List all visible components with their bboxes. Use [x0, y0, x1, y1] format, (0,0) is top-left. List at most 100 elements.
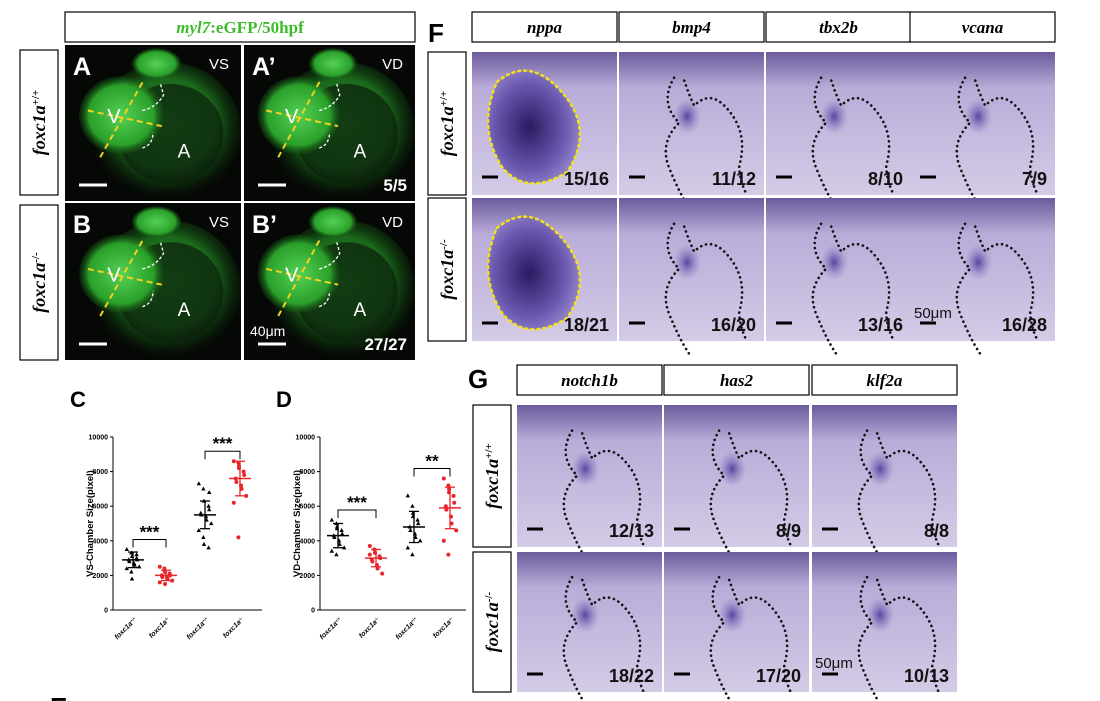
fluorescence-image: B VS V A — [65, 203, 241, 360]
data-point — [370, 559, 375, 564]
column-header: bmp4 — [672, 18, 711, 37]
ish-image: 16/28 — [910, 198, 1055, 356]
stained-heart — [488, 216, 580, 330]
significance-label: *** — [347, 493, 367, 512]
genotype: +/+ — [438, 91, 450, 107]
stain — [673, 244, 702, 281]
gene-name: foxc1a — [29, 105, 49, 155]
y-tick-label: 6000 — [299, 504, 315, 511]
genotype: +/+ — [200, 615, 208, 623]
ish-image: 16/20 — [619, 198, 764, 356]
panel-letter: D — [276, 387, 292, 412]
data-point — [244, 493, 249, 498]
ish-image: 15/16 — [472, 52, 617, 195]
data-point — [415, 517, 420, 522]
data-point — [207, 489, 212, 494]
canal-outline — [142, 82, 165, 149]
ish-image: 12/13 — [517, 405, 662, 562]
heart-outline — [486, 69, 582, 185]
column-header-box — [909, 11, 1056, 43]
view-label: VD — [382, 56, 403, 73]
embryo-count: 18/22 — [609, 666, 654, 686]
fluorescence-image: A’ VD V A 5/5 — [244, 45, 415, 201]
gene-name: foxc1a — [482, 602, 502, 652]
canal-outline — [811, 222, 896, 356]
data-point — [196, 528, 201, 533]
embryo-count: 5/5 — [383, 176, 407, 195]
genotype: +/+ — [409, 615, 417, 623]
data-point — [405, 545, 410, 550]
data-point — [209, 521, 214, 526]
ventricle-label: V — [107, 106, 121, 128]
data-group — [155, 564, 177, 587]
column-header: nppa — [527, 18, 562, 37]
significance-label: ** — [425, 452, 439, 471]
data-point — [405, 493, 410, 498]
atrium-label: A — [353, 141, 366, 162]
embryo-count: 12/13 — [609, 521, 654, 541]
data-point — [339, 528, 344, 533]
stained-heart — [488, 70, 580, 184]
column-header: has2 — [720, 371, 754, 390]
canal-outline — [562, 575, 647, 701]
y-tick-label: 0 — [311, 608, 315, 615]
data-point — [241, 469, 246, 474]
data-point — [234, 479, 239, 484]
row-label: foxc1a-/- — [29, 252, 49, 313]
column-header-box — [811, 364, 958, 396]
data-point — [446, 552, 451, 557]
y-tick-label: 8000 — [92, 469, 108, 476]
panel-letter: F — [428, 18, 444, 48]
data-point — [170, 578, 175, 583]
ish-image: 7/9 — [910, 52, 1055, 210]
view-label: VS — [209, 214, 229, 231]
row-label: foxc1a+/+ — [482, 443, 502, 509]
data-point — [206, 503, 211, 508]
canal-outline — [664, 76, 749, 210]
row-label-box — [427, 197, 467, 342]
embryo-count: 27/27 — [364, 335, 407, 354]
gene-name: foxc1a — [437, 106, 457, 156]
genotype: +/+ — [483, 443, 495, 459]
column-header: tbx2b — [819, 18, 858, 37]
row-label-box — [19, 49, 59, 196]
y-tick-label: 2000 — [299, 573, 315, 580]
data-point — [454, 528, 459, 533]
outflow-signal — [308, 206, 357, 238]
image-letter: B’ — [252, 211, 277, 239]
canal-outline — [955, 76, 1040, 210]
canal-outline — [857, 429, 942, 562]
genotype: -/- — [438, 239, 450, 250]
gene-name: foxc1a — [437, 250, 457, 300]
significance-label: *** — [140, 522, 160, 541]
data-point — [242, 473, 247, 478]
canal-outline — [709, 429, 794, 562]
data-group — [439, 476, 461, 557]
embryo-count: 13/16 — [858, 315, 903, 335]
data-point — [124, 547, 129, 552]
axis-line — [87, 267, 163, 286]
row-label: foxc1a+/+ — [437, 91, 457, 157]
stain — [571, 450, 600, 487]
axis-line — [266, 109, 339, 128]
data-point — [163, 582, 167, 587]
data-point — [196, 481, 201, 486]
significance-bracket — [413, 468, 451, 477]
data-point — [201, 534, 206, 539]
stain — [571, 597, 600, 633]
stain — [866, 597, 895, 633]
y-axis-label: VS-Chamber Size(pixel) — [85, 470, 96, 577]
row-label-box — [19, 204, 59, 361]
ventricle-label: V — [285, 106, 299, 128]
data-point — [201, 541, 207, 546]
column-header: notch1b — [561, 371, 618, 390]
row-label: foxc1a-/- — [437, 239, 457, 300]
genotype: +/+ — [128, 615, 136, 623]
genotype: -/- — [30, 252, 42, 263]
data-point — [410, 552, 415, 557]
ventricle-signal — [79, 234, 164, 313]
data-point — [201, 486, 206, 491]
column-header: klf2a — [867, 371, 903, 390]
data-point — [334, 552, 339, 557]
